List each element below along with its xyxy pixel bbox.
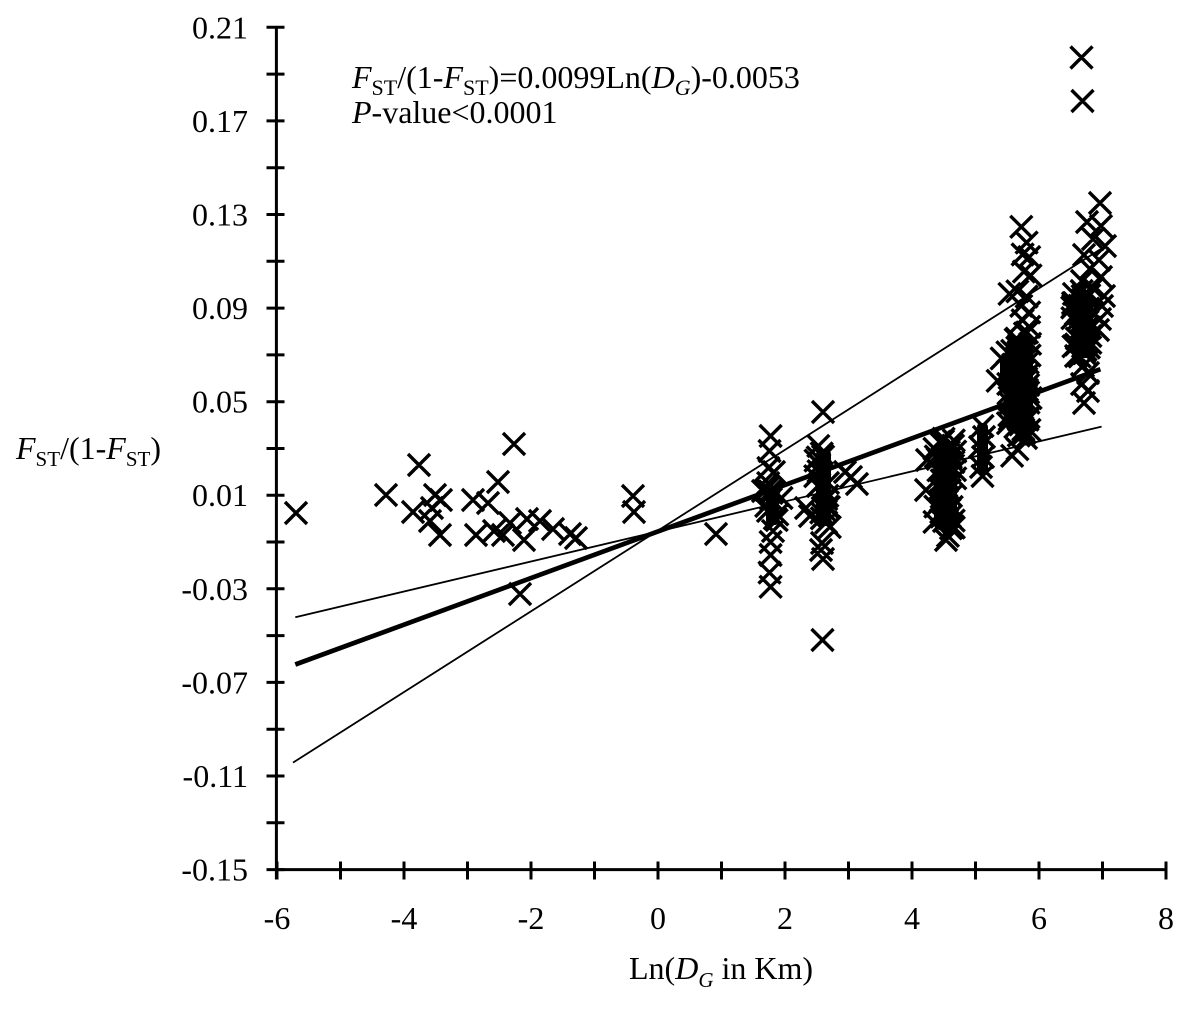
svg-text:8: 8 (1158, 900, 1174, 936)
svg-text:-6: -6 (264, 900, 291, 936)
svg-text:P-value<0.0001: P-value<0.0001 (351, 94, 558, 130)
svg-text:-2: -2 (518, 900, 545, 936)
svg-text:2: 2 (777, 900, 793, 936)
svg-text:0.13: 0.13 (192, 197, 248, 233)
svg-text:Ln(DG in Km): Ln(DG in Km) (629, 950, 813, 992)
svg-text:-4: -4 (391, 900, 418, 936)
svg-text:-0.03: -0.03 (181, 571, 248, 607)
svg-text:6: 6 (1031, 900, 1047, 936)
svg-text:0.09: 0.09 (192, 290, 248, 326)
svg-text:0.01: 0.01 (192, 477, 248, 513)
svg-text:-0.11: -0.11 (183, 758, 248, 794)
svg-text:0.05: 0.05 (192, 384, 248, 420)
svg-text:0.17: 0.17 (192, 103, 248, 139)
svg-text:FST/(1-FST)=0.0099Ln(DG)-0.005: FST/(1-FST)=0.0099Ln(DG)-0.0053 (351, 59, 800, 100)
svg-text:-0.07: -0.07 (181, 664, 248, 700)
svg-text:FST/(1-FST): FST/(1-FST) (15, 430, 161, 471)
svg-text:0.21: 0.21 (192, 9, 248, 45)
svg-text:-0.15: -0.15 (181, 852, 248, 888)
svg-text:0: 0 (650, 900, 666, 936)
svg-text:4: 4 (904, 900, 920, 936)
